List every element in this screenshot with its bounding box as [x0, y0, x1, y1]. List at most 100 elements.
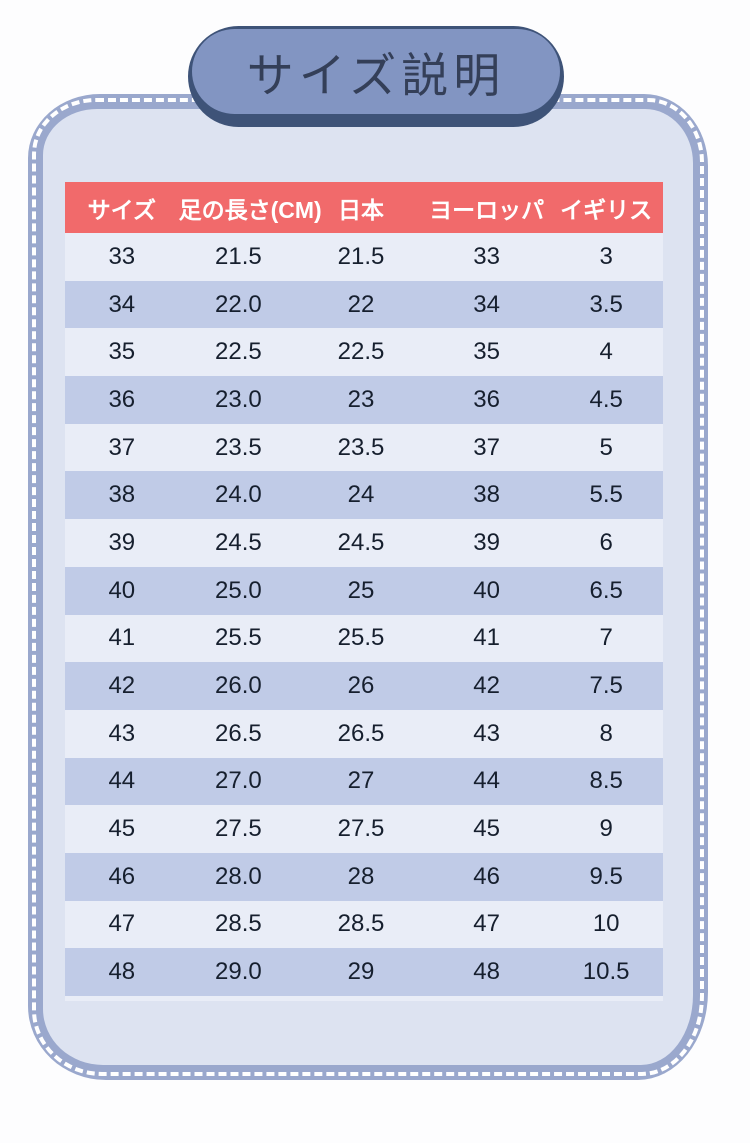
table-cell: 27	[347, 767, 375, 795]
table-cell: 23.5	[215, 433, 262, 461]
table-cell: 7	[599, 624, 613, 652]
size-guide-title-pill: サイズ説明	[188, 26, 564, 127]
table-cell: 33	[108, 242, 136, 270]
table-cell: 46	[473, 862, 500, 890]
table-cell: 37	[473, 433, 500, 461]
table-cell: 9	[599, 815, 613, 843]
table-body: 33 21.5 21.5 33 3 34 22.0 22 34 3.5 35 22.5 22.5 35 4 3…	[65, 233, 663, 996]
table-cell: 25	[347, 576, 375, 604]
table-cell: 37	[108, 433, 136, 461]
table-cell: 24.5	[215, 528, 262, 556]
table-cell: 29.0	[215, 958, 262, 986]
table-row: 33 21.5 21.5 33 3	[65, 233, 663, 281]
table-cell: 28.5	[337, 910, 385, 938]
table-cell: 48	[108, 958, 136, 986]
table-row: 38 24.0 24 38 5.5	[65, 471, 663, 520]
table-cell: 23.5	[337, 433, 385, 461]
table-row: 36 23.0 23 36 4.5	[65, 376, 663, 424]
table-cell: 45	[473, 815, 500, 843]
table-cell: 28.0	[215, 862, 262, 890]
table-cell: 39	[108, 528, 136, 556]
table-cell: 3.5	[589, 290, 623, 318]
table-cell: 8.5	[589, 767, 623, 795]
table-row: 35 22.5 22.5 35 4	[65, 328, 663, 376]
table-cell: 41	[473, 624, 500, 652]
table-cell: 22.5	[337, 338, 385, 366]
table-cell: 10.5	[582, 958, 630, 986]
column-header: イギリス	[560, 196, 653, 223]
table-cell: 26	[347, 672, 375, 700]
table-cell: 36	[473, 385, 500, 413]
table-cell: 34	[108, 290, 136, 318]
table-cell: 25.5	[215, 624, 262, 652]
table-cell: 24	[347, 481, 375, 509]
size-conversion-table: サイズ 足の長さ(CM) 日本 ヨーロッパ イギリス 33 21.5 21.5 33 3 34 22…	[65, 182, 663, 1001]
table-cell: 29	[347, 958, 375, 986]
table-cell: 38	[108, 481, 136, 509]
table-cell: 4	[599, 338, 613, 366]
table-cell: 45	[108, 815, 136, 843]
table-header-row: サイズ 足の長さ(CM) 日本 ヨーロッパ イギリス	[65, 182, 663, 233]
table-row: 37 23.5 23.5 37 5	[65, 424, 663, 472]
table-row: 42 26.0 26 42 7.5	[65, 662, 663, 710]
table-cell: 42	[108, 672, 136, 700]
table-cell: 23	[347, 385, 375, 413]
table-row: 48 29.0 29 48 10.5	[65, 948, 663, 996]
table-cell: 26.5	[215, 719, 262, 747]
table-cell: 35	[473, 338, 500, 366]
table-row: 40 25.0 25 40 6.5	[65, 566, 663, 615]
column-header: ヨーロッパ	[429, 196, 545, 223]
table-row: 41 25.5 25.5 41 7	[65, 615, 663, 663]
table-cell: 26.0	[215, 672, 262, 700]
table-cell: 22.5	[215, 338, 262, 366]
table-cell: 27.0	[215, 767, 262, 795]
table-cell: 39	[473, 528, 500, 556]
table-cell: 42	[473, 672, 500, 700]
table-cell: 4.5	[589, 385, 623, 413]
table-cell: 22	[347, 290, 375, 318]
table-cell: 3	[599, 242, 613, 270]
table-cell: 27.5	[337, 815, 385, 843]
table-cell: 6	[599, 528, 613, 556]
table-cell: 9.5	[589, 862, 623, 890]
table-cell: 27.5	[215, 815, 262, 843]
table-cell: 33	[473, 242, 500, 270]
table-cell: 24.0	[215, 481, 262, 509]
table-cell: 34	[473, 290, 500, 318]
table-cell: 43	[108, 719, 136, 747]
table-row: 47 28.5 28.5 47 10	[65, 901, 663, 949]
table-cell: 8	[599, 719, 613, 747]
table-cell: 38	[473, 481, 500, 509]
column-header: 足の長さ(CM)	[178, 196, 322, 223]
table-cell: 5.5	[589, 481, 623, 509]
table-cell: 40	[108, 576, 136, 604]
table-cell: 26.5	[337, 719, 385, 747]
table-cell: 36	[108, 385, 136, 413]
table-cell: 24.5	[337, 528, 385, 556]
table-cell: 22.0	[215, 290, 262, 318]
table-cell: 47	[473, 910, 500, 938]
table-cell: 44	[473, 767, 500, 795]
table-row: 43 26.5 26.5 43 8	[65, 710, 663, 758]
table-row: 44 27.0 27 44 8.5	[65, 757, 663, 806]
table-row: 39 24.5 24.5 39 6	[65, 519, 663, 567]
table-cell: 43	[473, 719, 500, 747]
column-header: サイズ	[87, 196, 156, 223]
table-cell: 40	[473, 576, 500, 604]
table-cell: 46	[108, 862, 136, 890]
table-cell: 21.5	[215, 242, 262, 270]
column-header: 日本	[337, 196, 384, 223]
table-cell: 47	[108, 910, 136, 938]
table-cell: 28	[347, 862, 375, 890]
page-title: サイズ説明	[246, 49, 506, 102]
table-cell: 25.5	[337, 624, 385, 652]
table-row: 34 22.0 22 34 3.5	[65, 280, 663, 329]
table-cell: 28.5	[215, 910, 262, 938]
table-cell: 6.5	[589, 576, 623, 604]
table-cell: 5	[599, 433, 613, 461]
table-cell: 23.0	[215, 385, 262, 413]
table-cell: 44	[108, 767, 136, 795]
table-cell: 25.0	[215, 576, 262, 604]
table-cell: 10	[592, 910, 620, 938]
table-cell: 21.5	[337, 242, 385, 270]
